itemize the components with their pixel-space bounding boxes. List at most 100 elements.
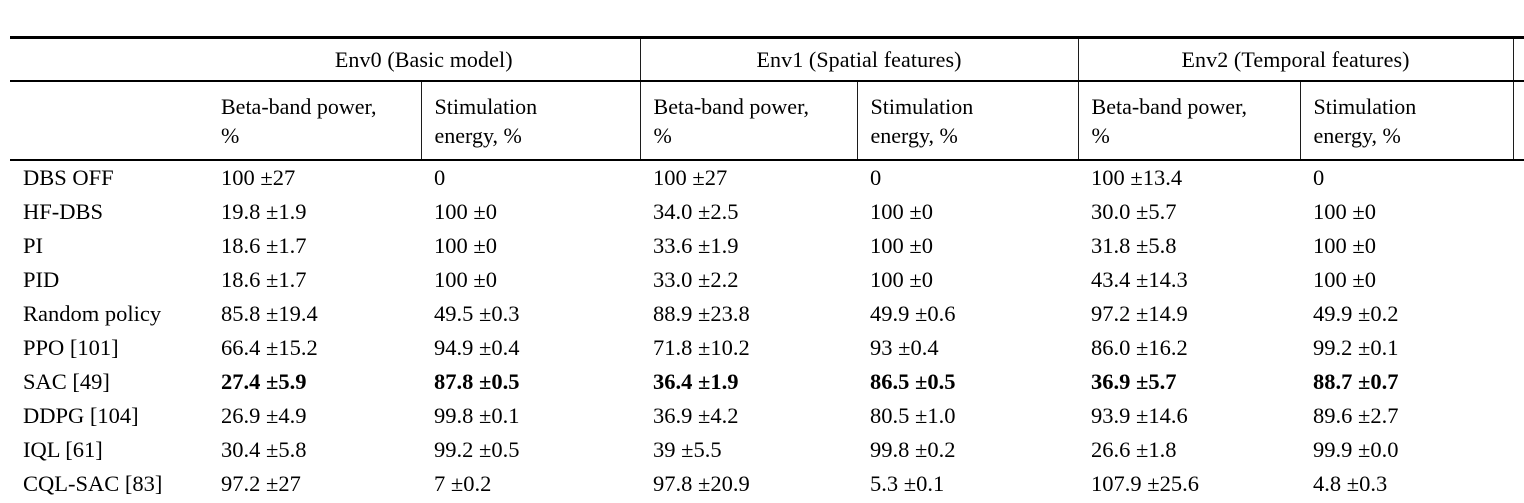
row-label: CQL-SAC [83] [23,471,163,496]
table-row-pid: PID 18.6 ±1.7 100 ±0 33.0 ±2.2 100 ±0 43… [10,263,1524,297]
table-cell: 30.4 ±5.8 [221,437,307,462]
table-cell: 0 [1300,159,1514,195]
env-group-header-env0: Env0 (Basic model) [208,36,641,81]
metric-header-beta-env2: Beta-band power, % [1078,80,1301,160]
table-cell: 49.9 ±0.6 [870,301,956,326]
table-cell: 100 ±13.4 [1078,159,1301,195]
table-cell: 26.6 ±1.8 [1091,437,1177,462]
table-cell: 94.9 ±0.4 [434,335,520,360]
table-cell: 31.8 ±5.8 [1091,233,1177,258]
table-cell: 99.8 ±0.1 [434,403,520,428]
table-cell: 93.9 ±14.6 [1091,403,1188,428]
table-cell: 39 ±5.5 [653,437,722,462]
metric-header-energy-env2: Stimulation energy, % [1300,80,1514,160]
table-cell: 97.2 ±27 [221,471,301,496]
table-cell: 100 ±27 [640,159,858,195]
table-cell: 19.8 ±1.9 [221,199,307,224]
spacer-cell [1513,365,1524,399]
table-cell: 26.9 ±4.9 [221,403,307,428]
table-cell: 100 ±0 [870,233,933,258]
table-cell-best: 36.4 ±1.9 [653,369,739,394]
table-cell: 36.9 ±4.2 [653,403,739,428]
table-cell: 93 ±0.4 [870,335,939,360]
table-row-pi: PI 18.6 ±1.7 100 ±0 33.6 ±1.9 100 ±0 31.… [10,229,1524,263]
table-cell: 100 ±0 [1313,267,1376,292]
spacer-cell [1513,399,1524,433]
spacer-cell [1513,467,1524,501]
results-table: Env0 (Basic model) Env1 (Spatial feature… [10,36,1524,501]
row-label: PI [23,233,44,258]
table-row-cql-sac: CQL-SAC [83] 97.2 ±27 7 ±0.2 97.8 ±20.9 … [10,467,1524,501]
table-cell: 97.2 ±14.9 [1091,301,1188,326]
table-cell: 99.8 ±0.2 [870,437,956,462]
spacer-cell [1513,331,1524,365]
table-cell: 0 [857,159,1079,195]
table-cell: 7 ±0.2 [434,471,492,496]
table-cell: 5.3 ±0.1 [870,471,945,496]
spacer-cell [1513,297,1524,331]
row-label: DBS OFF [10,159,208,195]
table-cell-best: 87.8 ±0.5 [434,369,520,394]
table-cell: 100 ±0 [434,233,497,258]
table-cell-best: 86.5 ±0.5 [870,369,956,394]
metric-header-energy-env0: Stimulation energy, % [421,80,641,160]
env-group-header-env2: Env2 (Temporal features) [1078,36,1514,81]
row-label: IQL [61] [23,437,103,462]
table-cell: 107.9 ±25.6 [1091,471,1199,496]
table-cell: 49.9 ±0.2 [1313,301,1399,326]
table-row-hf-dbs: HF-DBS 19.8 ±1.9 100 ±0 34.0 ±2.5 100 ±0… [10,195,1524,229]
table-cell: 89.6 ±2.7 [1313,403,1399,428]
table-cell: 99.9 ±0.0 [1313,437,1399,462]
table-row-sac: SAC [49] 27.4 ±5.9 87.8 ±0.5 36.4 ±1.9 8… [10,365,1524,399]
table-cell: 30.0 ±5.7 [1091,199,1177,224]
row-label: HF-DBS [23,199,104,224]
table-cell: 43.4 ±14.3 [1091,267,1188,292]
table-cell-best: 27.4 ±5.9 [221,369,307,394]
table-cell: 100 ±0 [870,267,933,292]
row-label: PID [23,267,60,292]
row-label: Random policy [23,301,162,326]
table-row-ddpg: DDPG [104] 26.9 ±4.9 99.8 ±0.1 36.9 ±4.2… [10,399,1524,433]
spacer-cell [1513,433,1524,467]
spacer-cell [1513,159,1524,195]
table-cell: 86.0 ±16.2 [1091,335,1188,360]
table-cell-best: 36.9 ±5.7 [1091,369,1177,394]
table-cell: 34.0 ±2.5 [653,199,739,224]
table-cell: 4.8 ±0.3 [1313,471,1388,496]
spacer-cell [1513,263,1524,297]
table-cell: 100 ±0 [434,267,497,292]
metric-header-beta-env1: Beta-band power, % [640,80,858,160]
table-cell: 100 ±0 [1313,233,1376,258]
table-cell: 18.6 ±1.7 [221,233,307,258]
spacer-cell [1513,195,1524,229]
metric-header-beta-env0: Beta-band power, % [208,80,422,160]
table-row-random-policy: Random policy 85.8 ±19.4 49.5 ±0.3 88.9 … [10,297,1524,331]
row-label: SAC [49] [23,369,110,394]
table-cell: 100 ±0 [1313,199,1376,224]
table-cell: 80.5 ±1.0 [870,403,956,428]
env-group-header-row: Env0 (Basic model) Env1 (Spatial feature… [10,36,1524,81]
table-row-dbs-off: DBS OFF 100 ±27 0 100 ±27 0 100 ±13.4 0 [10,159,1524,195]
row-label: PPO [101] [23,335,119,360]
table-row-iql: IQL [61] 30.4 ±5.8 99.2 ±0.5 39 ±5.5 99.… [10,433,1524,467]
table-cell: 66.4 ±15.2 [221,335,318,360]
table-cell: 100 ±27 [208,159,421,195]
spacer-cell [1513,229,1524,263]
table-cell: 33.6 ±1.9 [653,233,739,258]
table-cell: 71.8 ±10.2 [653,335,750,360]
table-cell: 18.6 ±1.7 [221,267,307,292]
table-cell: 97.8 ±20.9 [653,471,750,496]
table-cell: 99.2 ±0.1 [1313,335,1399,360]
table-cell: 49.5 ±0.3 [434,301,520,326]
table-cell: 85.8 ±19.4 [221,301,318,326]
table-cell: 99.2 ±0.5 [434,437,520,462]
corner-cell [10,80,208,160]
corner-cell [10,36,208,81]
table-cell-best: 88.7 ±0.7 [1313,369,1399,394]
env-group-header-env1: Env1 (Spatial features) [640,36,1079,81]
row-label: DDPG [104] [23,403,139,428]
metric-header-energy-env1: Stimulation energy, % [857,80,1079,160]
table-cell: 88.9 ±23.8 [653,301,750,326]
table-cell: 0 [421,159,641,195]
